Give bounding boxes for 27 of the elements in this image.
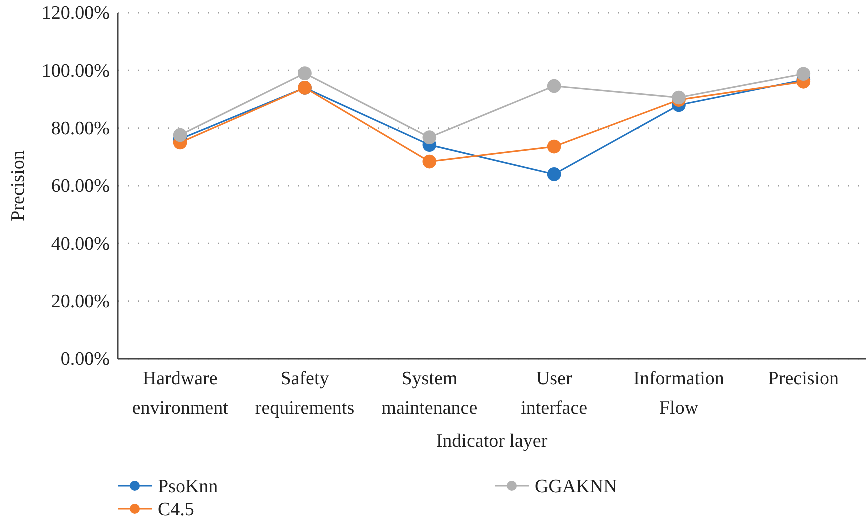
point: [796, 67, 811, 82]
x-tick-label: Information Flow: [634, 368, 725, 419]
x-tick-label: Precision: [768, 368, 840, 390]
point: [547, 79, 562, 94]
y-tick-label: 100.00%: [42, 60, 110, 82]
y-tick-label: 40.00%: [51, 234, 110, 255]
point: [547, 168, 562, 182]
x-tick-label: System maintenance: [382, 368, 478, 419]
point: [422, 154, 437, 169]
x-tick-label: Safety requirements: [255, 368, 355, 419]
point: [422, 130, 437, 144]
point: [298, 66, 312, 80]
point: [173, 128, 188, 142]
y-tick-label: 80.00%: [51, 118, 110, 140]
point: [547, 140, 562, 154]
y-tick-label: 20.00%: [51, 291, 110, 312]
y-tick-label: 60.00%: [51, 176, 110, 198]
legend-label: C4.5: [158, 500, 194, 521]
x-tick-label: User interface: [521, 368, 588, 419]
y-tick-label: 120.00%: [42, 3, 110, 24]
legend-label: PsoKnn: [158, 476, 219, 498]
point: [672, 90, 686, 105]
x-axis-title: Indicator layer: [436, 431, 548, 452]
x-tick-label: Hardware environment: [132, 368, 230, 419]
y-axis-title: Precision: [8, 150, 29, 222]
y-tick-label: 0.00%: [60, 349, 110, 370]
legend-label: GGAKNN: [535, 476, 618, 498]
